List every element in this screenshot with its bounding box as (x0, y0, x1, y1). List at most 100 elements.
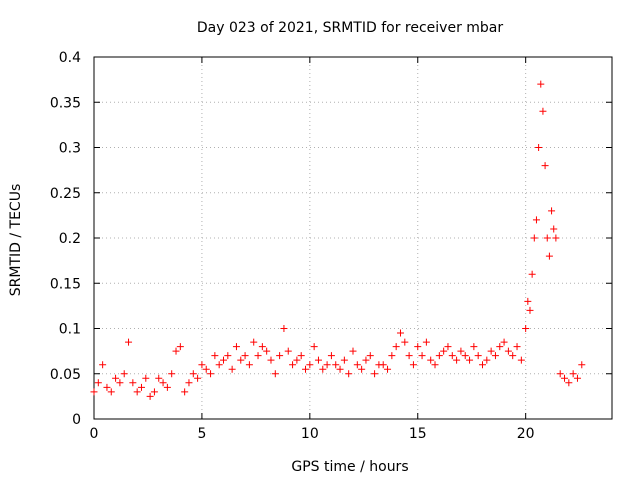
data-point (297, 352, 305, 360)
y-tick-label: 0.1 (59, 322, 81, 338)
data-point (578, 361, 586, 369)
data-point (541, 162, 549, 170)
data-point (284, 347, 292, 355)
data-point (228, 365, 236, 373)
data-point (133, 388, 141, 396)
data-point (168, 370, 176, 378)
data-point (271, 370, 279, 378)
data-point (528, 270, 536, 278)
data-point (90, 388, 98, 396)
data-point (535, 144, 543, 151)
data-point (371, 370, 379, 378)
data-point (314, 356, 322, 364)
data-point (137, 383, 145, 391)
y-tick-label: 0.05 (50, 367, 81, 383)
data-point (159, 379, 167, 387)
data-point (483, 356, 491, 364)
data-point (116, 379, 124, 387)
data-point (280, 325, 288, 332)
data-point (310, 343, 318, 351)
data-point (513, 343, 521, 351)
x-tick-label: 10 (301, 426, 319, 442)
data-point (448, 352, 456, 360)
data-point (405, 352, 413, 360)
data-point (336, 365, 344, 373)
data-point (189, 370, 197, 378)
data-point (362, 356, 370, 364)
data-point (530, 234, 538, 242)
data-point (457, 347, 465, 355)
data-point (198, 361, 206, 369)
data-point (431, 361, 439, 369)
data-point (125, 338, 133, 346)
data-point (466, 356, 474, 364)
data-point (418, 352, 426, 360)
data-point (401, 338, 409, 346)
data-point (327, 352, 335, 360)
data-point (232, 343, 240, 351)
x-tick-label: 20 (517, 426, 535, 442)
data-point (155, 374, 163, 382)
data-point (491, 352, 499, 360)
data-point (263, 347, 271, 355)
x-tick-label: 5 (197, 426, 206, 442)
data-point (366, 352, 374, 360)
data-point (353, 361, 361, 369)
y-axis-label: SRMTID / TECUs (8, 184, 24, 297)
data-point (107, 388, 115, 396)
data-point (241, 352, 249, 360)
data-point (461, 352, 469, 360)
data-point (427, 356, 435, 364)
data-point (224, 352, 232, 360)
data-point (504, 347, 512, 355)
data-point (435, 352, 443, 360)
data-point (181, 388, 189, 396)
data-point (163, 383, 171, 391)
data-point (194, 374, 202, 382)
data-point (388, 352, 396, 360)
grid (94, 57, 612, 419)
data-point (548, 207, 556, 215)
data-point (532, 216, 540, 224)
data-point (319, 365, 327, 373)
data-point (358, 365, 366, 373)
y-tick-label: 0.3 (59, 141, 81, 157)
data-points (90, 80, 586, 400)
data-point (146, 392, 154, 400)
data-point (379, 361, 387, 369)
x-tick-label: 0 (90, 426, 99, 442)
data-point (172, 347, 180, 355)
data-point (237, 356, 245, 364)
data-point (396, 329, 404, 337)
data-point (211, 352, 219, 360)
data-point (220, 356, 227, 364)
data-point (524, 297, 532, 305)
data-point (349, 347, 357, 355)
data-point (487, 347, 495, 355)
data-point (479, 361, 486, 369)
data-point (537, 80, 545, 88)
data-point (384, 365, 392, 373)
data-point (440, 347, 448, 355)
data-point (254, 352, 262, 360)
data-point (526, 306, 534, 314)
data-point (496, 343, 504, 351)
y-tick-label: 0.25 (50, 186, 81, 202)
data-point (94, 379, 102, 387)
data-point (176, 343, 184, 351)
chart-title: Day 023 of 2021, SRMTID for receiver mba… (197, 20, 504, 36)
axis-ticks: 0 5 10 15 20 0 0.05 0.1 0.15 0.2 0.25 0.3 0.35 0.4 (50, 50, 612, 442)
data-point (509, 352, 517, 360)
data-point (250, 338, 258, 346)
data-point (258, 343, 266, 351)
data-point (474, 352, 482, 360)
data-point (345, 370, 353, 378)
data-point (202, 365, 210, 373)
data-point (573, 374, 581, 382)
data-point (392, 343, 400, 351)
data-point (543, 234, 551, 242)
data-point (120, 370, 128, 378)
data-point (569, 370, 577, 378)
